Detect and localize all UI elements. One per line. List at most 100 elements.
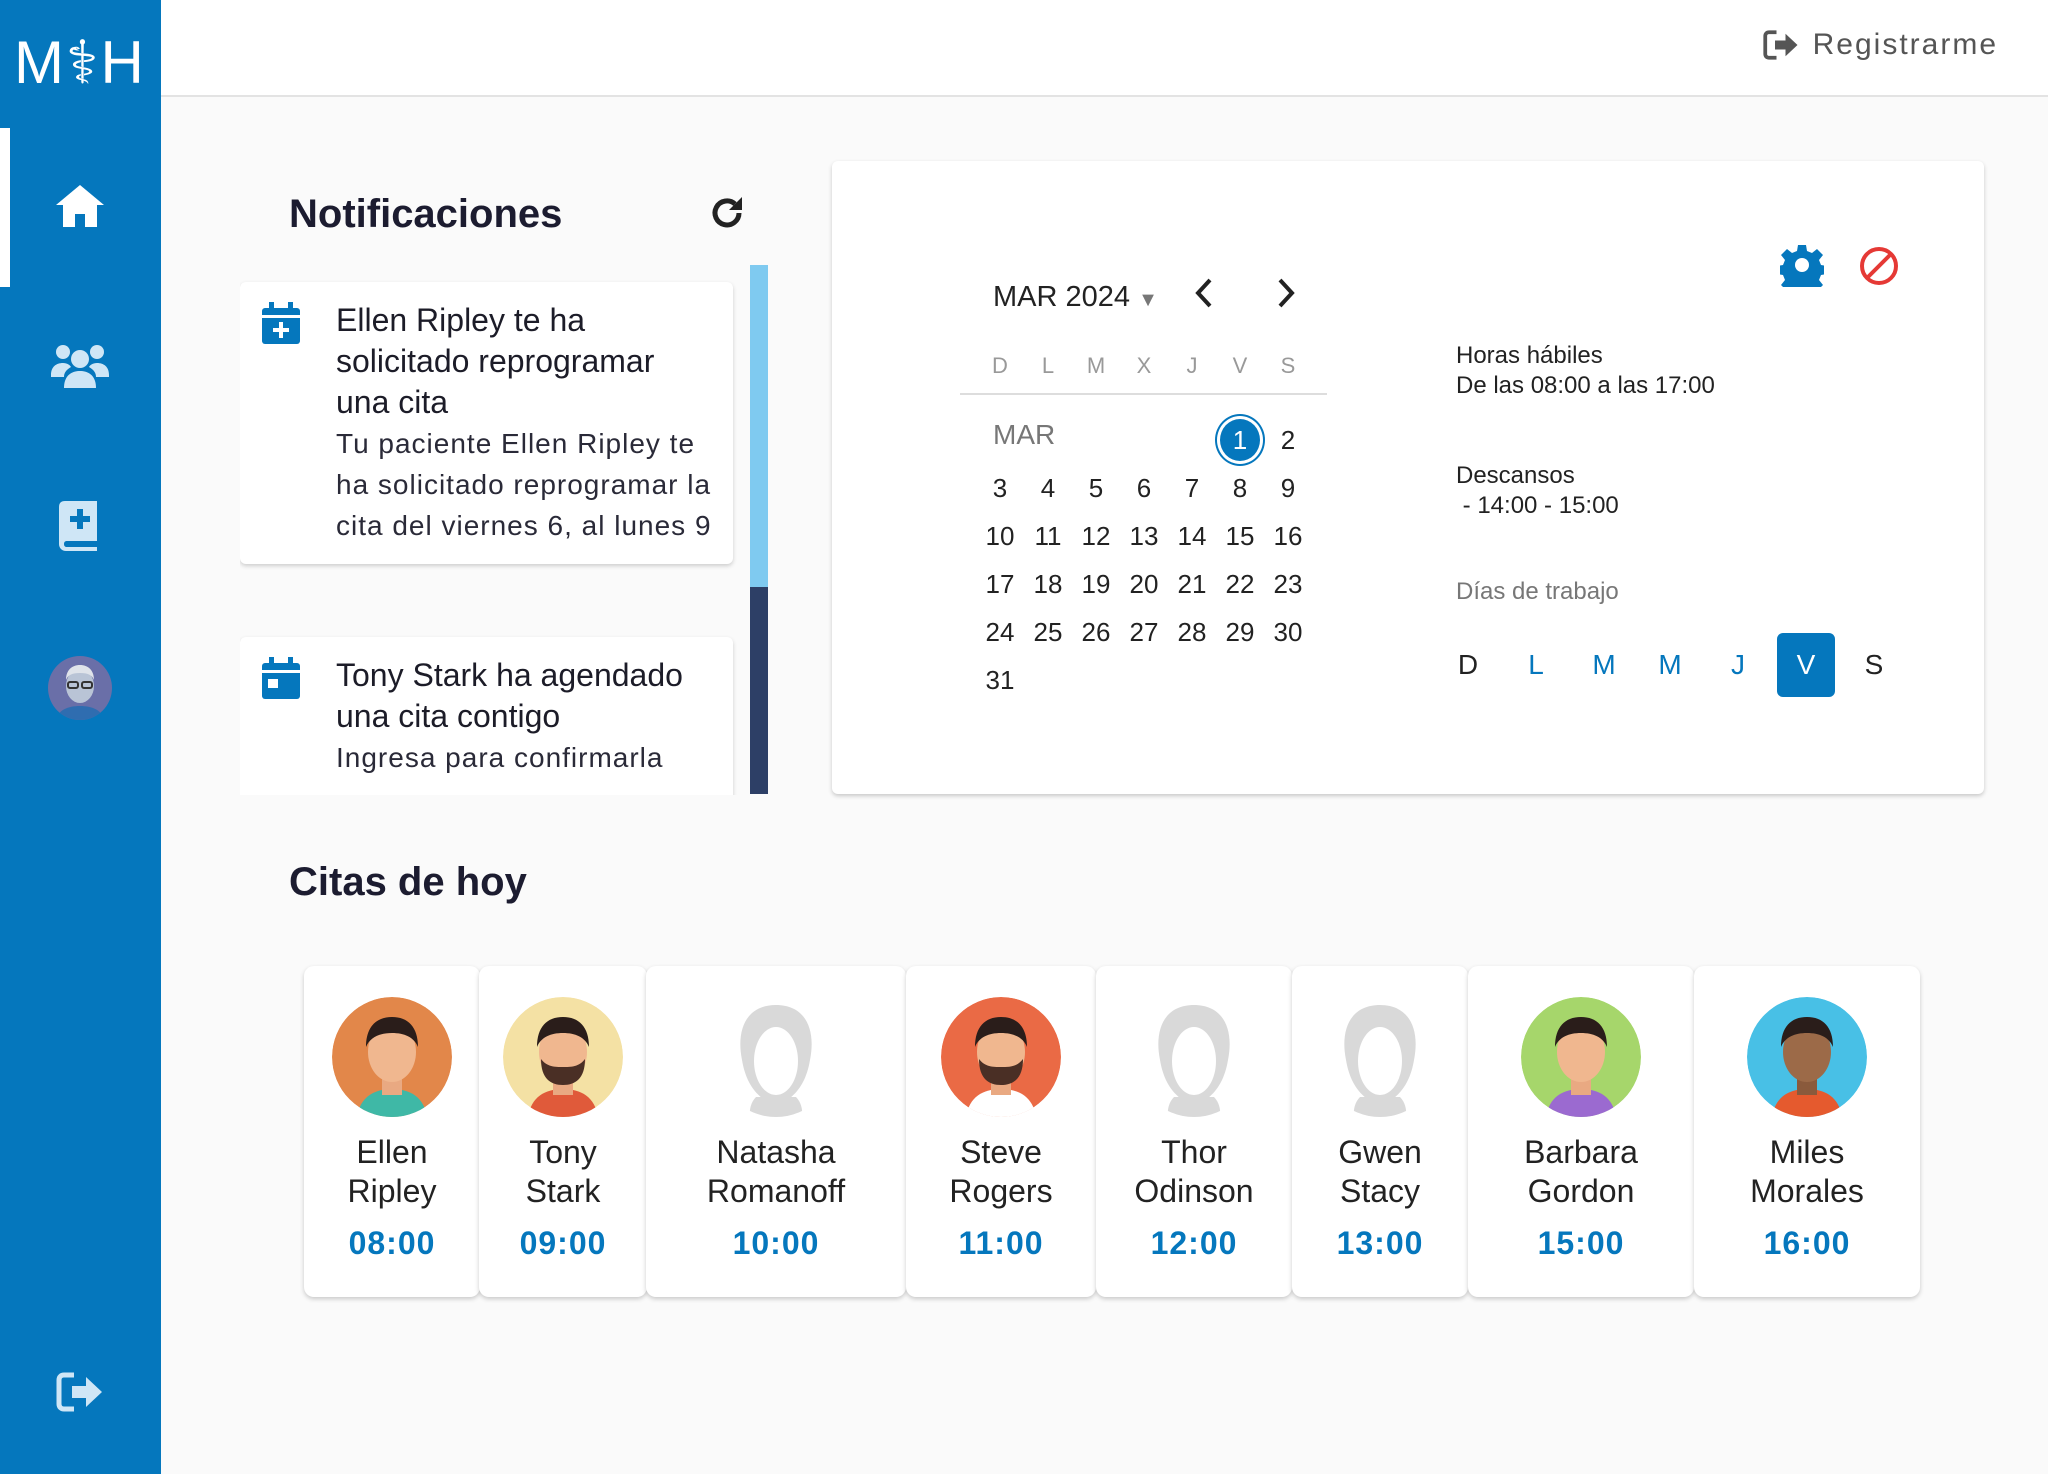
calendar-day[interactable]: 7 xyxy=(1184,473,1200,503)
calendar-day[interactable]: 2 xyxy=(1280,425,1296,455)
appointment-time: 16:00 xyxy=(1763,1225,1851,1261)
notification-item[interactable]: Tony Stark ha agendado una cita contigo … xyxy=(240,637,733,795)
notification-body: Tu paciente Ellen Ripley te ha solicitad… xyxy=(336,428,712,541)
calendar-day[interactable]: 26 xyxy=(1081,617,1111,647)
notification-body: Ingresa para confirmarla xyxy=(336,742,664,773)
patient-first-name: Natasha xyxy=(716,1134,836,1170)
patients-icon[interactable] xyxy=(50,336,110,396)
top-bar: Registrarme xyxy=(161,0,2048,97)
patient-first-name: Miles xyxy=(1769,1134,1845,1170)
calendar-day[interactable]: 22 xyxy=(1225,569,1255,599)
calendar-day[interactable]: 21 xyxy=(1177,569,1207,599)
block-icon[interactable] xyxy=(1858,245,1900,292)
month-label: MAR 2024 xyxy=(993,281,1131,313)
patient-last-name: Gordon xyxy=(1527,1173,1635,1209)
profile-avatar[interactable] xyxy=(48,656,112,720)
breaks-value: - 14:00 - 15:00 xyxy=(1456,492,1619,519)
patient-avatar xyxy=(1747,997,1867,1117)
patient-name: Natasha Romanoff xyxy=(646,1133,906,1211)
calendar-day[interactable]: 9 xyxy=(1280,473,1296,503)
appointment-time: 08:00 xyxy=(348,1225,436,1261)
patient-last-name: Romanoff xyxy=(706,1173,846,1209)
workday-toggle[interactable]: M xyxy=(1658,649,1682,680)
appointment-card[interactable]: Tony Stark 09:00 xyxy=(479,966,647,1297)
calendar-day[interactable]: 6 xyxy=(1136,473,1152,503)
patient-name: Ellen Ripley xyxy=(304,1133,480,1211)
patient-first-name: Thor xyxy=(1161,1134,1227,1170)
weekday-label: V xyxy=(1232,353,1248,378)
today-appointments-title: Citas de hoy xyxy=(289,860,527,904)
calendar-day[interactable]: 18 xyxy=(1033,569,1063,599)
patient-avatar xyxy=(941,997,1061,1117)
appointment-time: 12:00 xyxy=(1150,1225,1238,1261)
calendar-day[interactable]: 28 xyxy=(1177,617,1207,647)
calendar-day[interactable]: 10 xyxy=(985,521,1015,551)
calendar-day[interactable]: 23 xyxy=(1273,569,1303,599)
calendar-day[interactable]: 4 xyxy=(1040,473,1056,503)
month-selector[interactable]: MAR 2024 ▼ xyxy=(993,281,1158,314)
workday-toggle[interactable]: S xyxy=(1864,649,1884,680)
patient-name: Thor Odinson xyxy=(1096,1133,1292,1211)
appointment-card[interactable]: Natasha Romanoff 10:00 xyxy=(646,966,906,1297)
calendar-day[interactable]: 5 xyxy=(1088,473,1104,503)
calendar-day[interactable]: 15 xyxy=(1225,521,1255,551)
active-indicator xyxy=(0,128,10,287)
scrollbar-thumb[interactable] xyxy=(750,265,768,587)
calendar-day[interactable]: 8 xyxy=(1232,473,1248,503)
calendar-day[interactable]: 17 xyxy=(985,569,1015,599)
register-label: Registrarme xyxy=(1812,28,1998,61)
next-month-button[interactable] xyxy=(1274,277,1298,314)
workday-toggle[interactable]: D xyxy=(1457,649,1479,680)
appointment-card[interactable]: Miles Morales 16:00 xyxy=(1694,966,1920,1297)
calendar-day[interactable]: 14 xyxy=(1177,521,1207,551)
calendar-day[interactable]: 3 xyxy=(992,473,1008,503)
calendar-day[interactable]: 19 xyxy=(1081,569,1111,599)
patient-first-name: Barbara xyxy=(1524,1134,1638,1170)
weekday-label: D xyxy=(992,353,1008,378)
app-logo[interactable]: M⚕H xyxy=(14,29,146,96)
calendar-day[interactable]: 12 xyxy=(1081,521,1111,551)
weekday-label: X xyxy=(1136,353,1152,378)
workday-toggle[interactable]: J xyxy=(1731,649,1745,680)
calendar-day[interactable]: 20 xyxy=(1129,569,1159,599)
medical-book-icon[interactable] xyxy=(50,496,110,556)
calendar-day[interactable]: 16 xyxy=(1273,521,1303,551)
patient-avatar xyxy=(1320,997,1440,1117)
notification-item[interactable]: Ellen Ripley te ha solicitado reprograma… xyxy=(240,282,733,564)
prev-month-button[interactable] xyxy=(1192,277,1216,314)
refresh-icon[interactable] xyxy=(708,194,746,237)
business-hours-label: Horas hábiles xyxy=(1456,342,1603,369)
settings-icon[interactable] xyxy=(1777,243,1827,295)
workday-toggle[interactable]: L xyxy=(1528,649,1544,680)
appointment-card[interactable]: Steve Rogers 11:00 xyxy=(906,966,1096,1297)
calendar-day-selected[interactable]: 1 xyxy=(1220,419,1260,461)
calendar-day[interactable]: 24 xyxy=(985,617,1015,647)
appointment-card[interactable]: Gwen Stacy 13:00 xyxy=(1292,966,1468,1297)
calendar-day[interactable]: 11 xyxy=(1034,521,1062,551)
notification-title: Ellen Ripley te ha solicitado reprograma… xyxy=(336,302,655,420)
workday-toggle[interactable]: M xyxy=(1592,649,1616,680)
patient-first-name: Gwen xyxy=(1338,1134,1422,1170)
calendar-day[interactable]: 25 xyxy=(1033,617,1063,647)
patient-name: Gwen Stacy xyxy=(1292,1133,1468,1211)
patient-name: Tony Stark xyxy=(479,1133,647,1211)
register-button[interactable]: Registrarme xyxy=(1763,28,1998,62)
patient-name: Steve Rogers xyxy=(906,1133,1096,1211)
calendar-day[interactable]: 30 xyxy=(1273,617,1303,647)
calendar-day[interactable]: 31 xyxy=(985,665,1015,695)
patient-avatar xyxy=(1134,997,1254,1117)
workday-toggle[interactable]: V xyxy=(1777,633,1835,697)
appointment-card[interactable]: Ellen Ripley 08:00 xyxy=(304,966,480,1297)
patient-last-name: Odinson xyxy=(1134,1173,1254,1209)
home-icon[interactable] xyxy=(50,176,110,236)
calendar-day[interactable]: 27 xyxy=(1129,617,1159,647)
calendar-day[interactable]: 29 xyxy=(1225,617,1255,647)
appointment-time: 13:00 xyxy=(1336,1225,1424,1261)
logout-icon[interactable] xyxy=(50,1362,110,1422)
calendar-day[interactable]: 13 xyxy=(1129,521,1159,551)
appointment-card[interactable]: Thor Odinson 12:00 xyxy=(1096,966,1292,1297)
weekday-label: L xyxy=(1041,353,1055,378)
patient-last-name: Ripley xyxy=(347,1173,437,1209)
appointment-card[interactable]: Barbara Gordon 15:00 xyxy=(1468,966,1694,1297)
notifications-list[interactable]: Ellen Ripley te ha solicitado reprograma… xyxy=(240,265,740,795)
